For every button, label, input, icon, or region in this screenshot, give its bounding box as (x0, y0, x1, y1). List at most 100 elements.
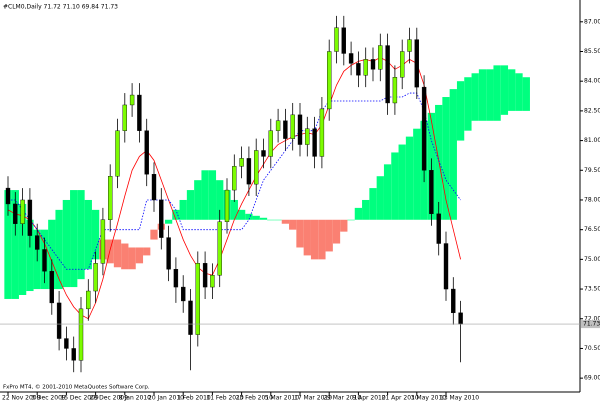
candle-body (312, 128, 317, 157)
candle-body (297, 114, 303, 145)
cloud-slice (179, 199, 187, 220)
candle-body (210, 274, 215, 288)
y-tick-label: 76.50 (584, 226, 600, 233)
cloud-slice (208, 170, 217, 220)
cloud-slice (274, 219, 282, 221)
candle-layer (5, 15, 463, 373)
cloud-slice (340, 219, 348, 232)
tenkan-line (7, 56, 461, 320)
cloud-slice (376, 176, 384, 220)
candle-body (268, 130, 273, 157)
candle-body (64, 338, 69, 349)
cloud-slice (325, 219, 333, 252)
cloud-slice (252, 215, 260, 220)
candle-body (253, 150, 259, 185)
cloud-slice (362, 199, 370, 220)
candle-body (93, 263, 98, 292)
cloud-slice (172, 209, 180, 220)
candle-body (78, 308, 84, 361)
x-tick-label: 29 Mar 2010 (323, 395, 361, 402)
cloud-slice (62, 199, 71, 288)
candle-body (159, 199, 164, 238)
candle-body (20, 199, 25, 224)
candle-body (414, 39, 419, 88)
cloud-slice (143, 247, 151, 256)
cloud-slice (347, 219, 355, 221)
cloud-slice (18, 203, 27, 295)
cloud-slice (230, 199, 238, 220)
cloud-slice (354, 207, 363, 220)
candle-body (327, 51, 332, 110)
price-tag (581, 320, 600, 329)
cloud-slice (70, 190, 78, 288)
cloud-slice (369, 188, 377, 220)
candle-body (246, 158, 252, 185)
candle-body (5, 187, 11, 205)
y-tick-label: 73.50 (584, 286, 600, 293)
cloud-slice (522, 77, 530, 111)
candle-body (378, 45, 383, 70)
candle-body (224, 189, 230, 222)
cloud-slice (11, 190, 19, 299)
indicator-layer (7, 56, 461, 320)
cloud-slice (442, 97, 450, 220)
y-tick-label: 87.00 (584, 18, 600, 25)
cloud-slice (135, 247, 144, 264)
y-tick-label: 82.50 (584, 107, 600, 114)
candle-body (115, 130, 120, 177)
cloud-slice (471, 73, 479, 121)
candle-body (100, 219, 106, 264)
candle-body (305, 128, 310, 145)
cloud-slice (77, 190, 85, 280)
cloud-slice (478, 69, 487, 121)
cloud-slice (515, 73, 523, 111)
cloud-slice (237, 209, 246, 220)
cloud-slice (201, 170, 209, 220)
cloud-slice (91, 209, 100, 260)
candle-body (319, 108, 325, 157)
candle-body (421, 86, 427, 171)
x-tick-label: 21 Apr 2010 (382, 395, 419, 402)
candle-body (283, 120, 288, 139)
candle-body (232, 166, 237, 191)
candle-body (392, 77, 398, 104)
x-tick-label: 13 May 2010 (440, 395, 479, 402)
cloud-slice (508, 69, 516, 111)
candle-body (56, 302, 62, 339)
cloud-slice (55, 209, 63, 290)
candle-body (173, 269, 179, 288)
x-tick-label: 9 Apr 2010 (352, 395, 385, 402)
x-tick-label: 17 Mar 2010 (294, 395, 332, 402)
y-tick-label: 69.00 (584, 375, 600, 382)
cloud-slice (493, 65, 501, 121)
candle-body (443, 243, 449, 290)
cloud-slice (383, 164, 392, 220)
candle-body (122, 104, 128, 131)
cloud-slice (150, 229, 158, 240)
candle-body (129, 94, 135, 106)
candle-body (151, 174, 157, 201)
x-tick-label: 15 Dec 2009 (60, 395, 99, 402)
cloud-slice (259, 217, 268, 220)
candle-body (188, 300, 193, 335)
cloud-slice (500, 65, 509, 115)
cloud-slice (186, 190, 195, 220)
x-tick-label: 11 Feb 2010 (206, 395, 244, 402)
candle-body (49, 271, 54, 304)
candle-body (35, 235, 40, 250)
cloud-slice (4, 190, 12, 299)
cloud-slice (449, 89, 457, 220)
candle-body (363, 59, 368, 76)
cloud-slice (456, 81, 465, 141)
cloud-slice (113, 239, 122, 268)
candle-body (27, 199, 33, 236)
x-tick-label: 3 May 2010 (411, 395, 446, 402)
x-tick-label: 8 Jan 2010 (119, 395, 151, 402)
cloud-slice (405, 136, 414, 220)
candle-body (436, 213, 441, 244)
cloud-slice (106, 239, 114, 264)
cloud-slice (121, 243, 129, 270)
x-tick-label: 5 Mar 2010 (265, 395, 299, 402)
y-tick-label: 78.00 (584, 196, 600, 203)
